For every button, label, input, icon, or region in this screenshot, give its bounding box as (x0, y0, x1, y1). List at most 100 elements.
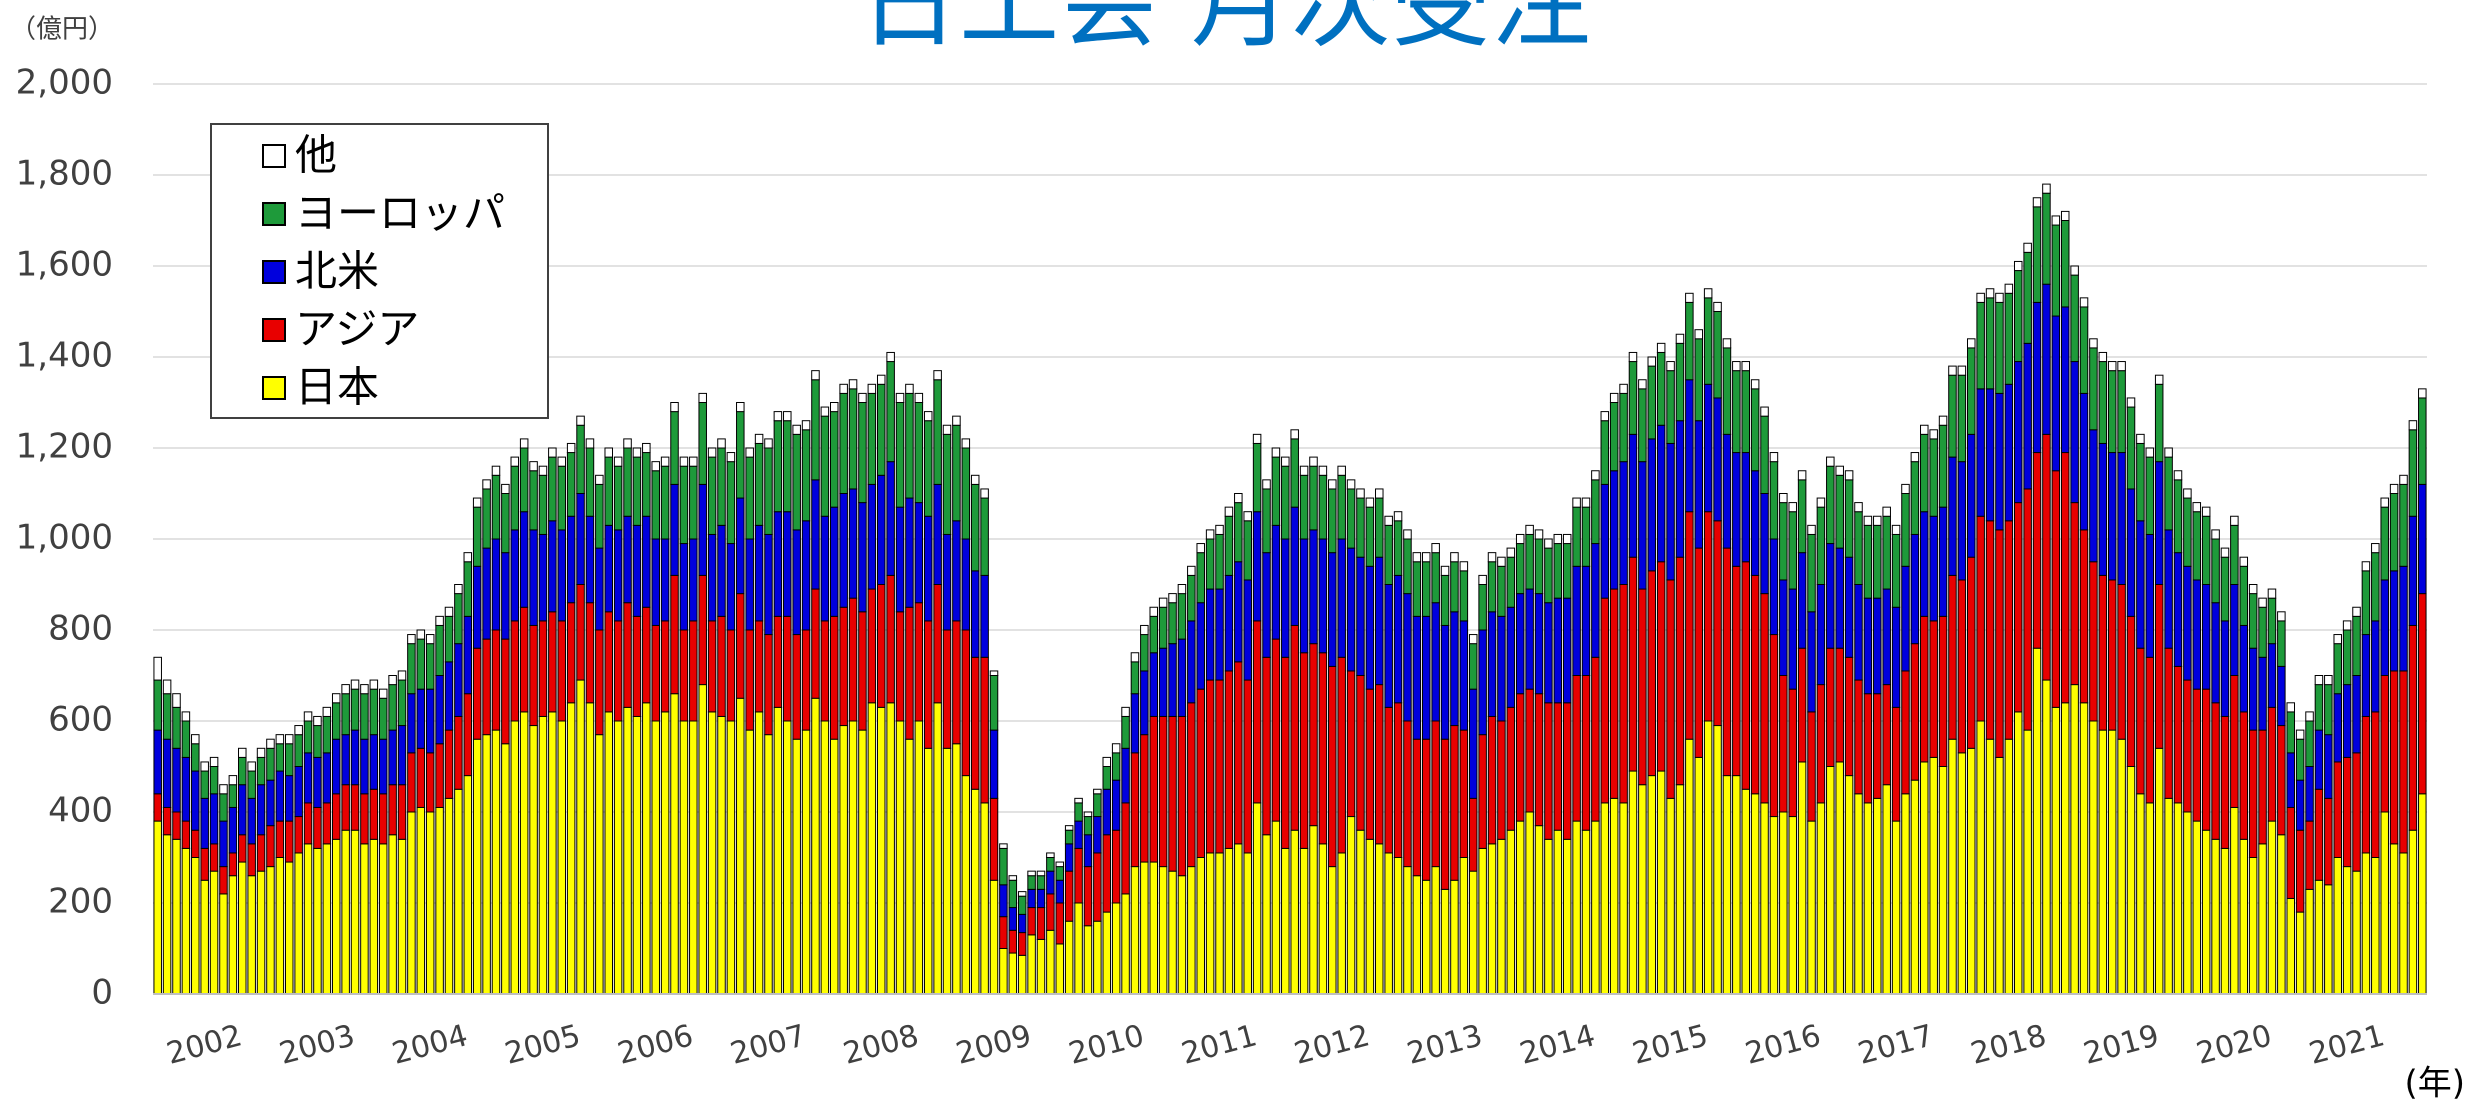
bar-segment (2305, 820, 2314, 890)
bar-segment (1431, 602, 1440, 722)
bar-segment (1985, 388, 1995, 522)
bar-segment (2248, 729, 2258, 858)
bar-segment (191, 734, 200, 745)
bar-segment (2042, 192, 2051, 285)
bar-segment (1807, 524, 1816, 535)
bar-segment (1036, 870, 1046, 877)
bar-segment (1675, 556, 1685, 786)
bar-segment (1393, 702, 1403, 858)
bar-segment (463, 552, 473, 563)
bar-segment (905, 738, 914, 995)
bar-segment (726, 629, 736, 722)
bar-segment (313, 847, 322, 995)
bar-segment (191, 829, 200, 859)
bar-segment (933, 483, 942, 585)
bar-segment (1901, 493, 1910, 567)
bar-segment (1760, 593, 1769, 804)
bar-segment (1826, 543, 1835, 649)
bar-segment (1910, 461, 1920, 535)
bar-segment (989, 797, 999, 881)
bar-segment (1525, 588, 1534, 690)
bar-segment (472, 738, 482, 995)
bar-segment (736, 402, 745, 413)
bar-segment (1638, 588, 1647, 786)
bar-segment (999, 884, 1008, 918)
bar-segment (783, 615, 792, 722)
bar-segment (1262, 552, 1271, 658)
bar-segment (1807, 820, 1816, 995)
bar-segment (209, 870, 219, 995)
bar-segment (172, 747, 181, 813)
bar-segment (1299, 652, 1309, 849)
bar-segment (1168, 643, 1177, 717)
bar-segment (2060, 210, 2070, 221)
bar-segment (2314, 879, 2324, 995)
bar-segment (2145, 447, 2155, 458)
bar-segment (1948, 365, 1957, 376)
bar-segment (1619, 383, 1628, 394)
bar-segment (1393, 857, 1403, 995)
bar-segment (1553, 533, 1563, 545)
bar-segment (745, 447, 754, 458)
bar-segment (830, 402, 839, 413)
bar-segment (1957, 461, 1967, 581)
bar-segment (238, 834, 247, 863)
bar-segment (1102, 766, 1112, 790)
bar-segment (876, 584, 886, 708)
bar-segment (2117, 361, 2126, 372)
bar-segment (623, 515, 632, 604)
bar-segment (679, 543, 689, 631)
bar-segment (1976, 388, 1985, 517)
bar-segment (1478, 584, 1487, 631)
bar-segment (2136, 647, 2145, 795)
bar-segment (2192, 688, 2202, 822)
bar-segment (1844, 479, 1854, 558)
bar-segment (1234, 493, 1243, 504)
bar-segment (1920, 424, 1929, 435)
bar-segment (1779, 675, 1788, 813)
bar-segment (341, 693, 350, 736)
bar-segment (284, 861, 294, 995)
bar-segment (360, 684, 369, 695)
bar-segment (820, 415, 830, 517)
bar-segment (2277, 620, 2286, 667)
bar-segment (191, 857, 200, 995)
bar-segment (557, 620, 567, 722)
bar-segment (557, 720, 567, 995)
bar-segment (1403, 593, 1412, 722)
bar-segment (510, 529, 520, 622)
bar-segment (1929, 756, 1938, 995)
bar-segment (162, 834, 172, 995)
bar-segment (360, 738, 369, 795)
bar-segment (566, 442, 576, 454)
bar-segment (623, 438, 632, 449)
bar-segment (425, 688, 435, 754)
bar-segment (1487, 715, 1497, 845)
bar-segment (1036, 888, 1046, 909)
bar-segment (1121, 747, 1130, 804)
bar-segment (350, 729, 360, 786)
bar-segment (1844, 470, 1854, 481)
bar-segment (2173, 552, 2183, 667)
bar-segment (1421, 561, 1431, 617)
bar-segment (1797, 479, 1807, 554)
bar-segment (1196, 552, 1205, 604)
bar-segment (1487, 552, 1497, 563)
bar-segment (2342, 629, 2352, 686)
bar-segment (1027, 875, 1036, 890)
bar-segment (2042, 183, 2051, 194)
bar-segment (820, 515, 830, 622)
bar-segment (1440, 888, 1450, 995)
bar-segment (2352, 870, 2361, 995)
bar-segment (876, 374, 886, 385)
bar-segment (576, 415, 585, 426)
bar-segment (1703, 383, 1713, 513)
bar-segment (191, 743, 200, 772)
bar-segment (2126, 766, 2136, 995)
bar-segment (1450, 552, 1459, 563)
bar-segment (1920, 761, 1929, 995)
bar-segment (2389, 670, 2399, 845)
bar-segment (2023, 342, 2032, 490)
bar-segment (1722, 338, 1732, 349)
bar-segment (1816, 497, 1826, 508)
